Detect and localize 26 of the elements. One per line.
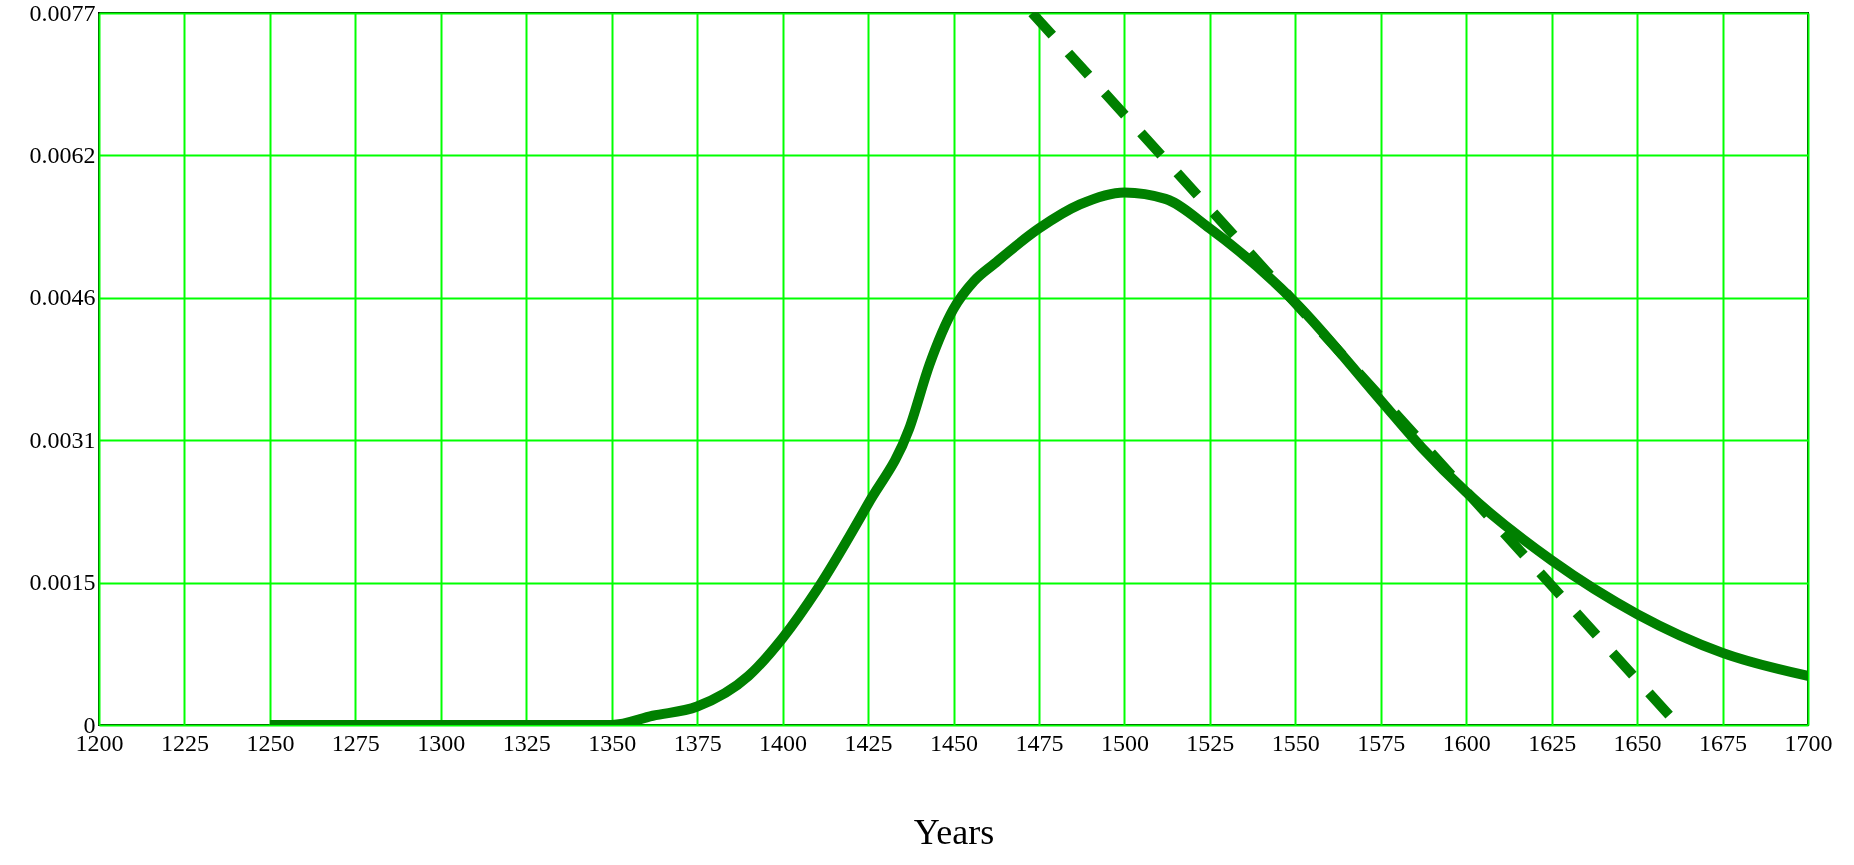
x-tick-label: 1450 bbox=[930, 729, 978, 756]
x-axis-title: Years bbox=[913, 811, 995, 852]
x-tick-label: 1325 bbox=[502, 729, 551, 756]
x-tick-label: 1550 bbox=[1271, 729, 1320, 756]
x-tick-label: 1400 bbox=[759, 729, 808, 756]
x-tick-label: 1650 bbox=[1613, 729, 1662, 756]
x-tick-label: 1600 bbox=[1442, 729, 1491, 756]
x-tick-label: 1500 bbox=[1100, 729, 1149, 756]
x-tick-label: 1700 bbox=[1784, 729, 1833, 756]
x-tick-label: 1275 bbox=[331, 729, 380, 756]
y-tick-label: 0.0046 bbox=[29, 284, 96, 311]
x-tick-label: 1675 bbox=[1699, 729, 1748, 756]
y-tick-label: 0.0031 bbox=[29, 426, 96, 453]
x-tick-label: 1475 bbox=[1015, 729, 1064, 756]
x-tick-label: 1225 bbox=[160, 729, 209, 756]
x-tick-label: 1525 bbox=[1186, 729, 1235, 756]
x-tick-label: 1625 bbox=[1528, 729, 1577, 756]
y-tick-label: 0.0077 bbox=[29, 0, 96, 26]
x-tick-label: 1375 bbox=[673, 729, 722, 756]
y-tick-label: 0.0015 bbox=[29, 569, 96, 596]
x-tick-label: 1575 bbox=[1357, 729, 1406, 756]
x-tick-label: 1300 bbox=[417, 729, 466, 756]
y-tick-label: 0.0062 bbox=[29, 141, 96, 168]
x-tick-label: 1250 bbox=[246, 729, 295, 756]
x-tick-label: 1425 bbox=[844, 729, 893, 756]
x-tick-label: 1350 bbox=[588, 729, 637, 756]
